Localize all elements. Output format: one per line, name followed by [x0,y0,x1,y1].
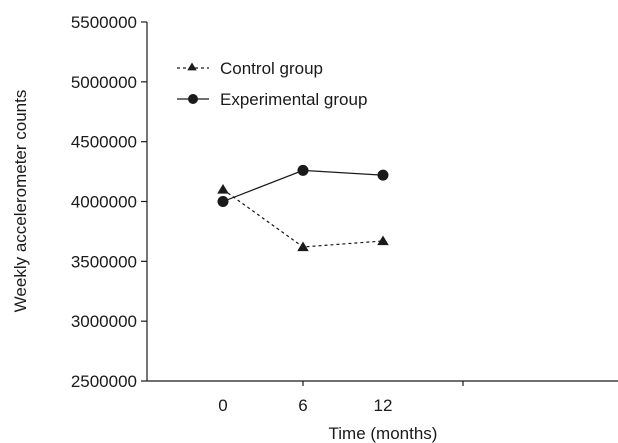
y-tick-label: 5500000 [71,13,137,32]
series-experimental [217,164,389,207]
y-ticks: 2500000 3000000 3500000 4000000 4500000 50000… [71,13,147,391]
legend-item-control: Control group [177,59,323,78]
data-point [297,241,309,252]
series-line [222,189,384,248]
y-tick-label: 2500000 [71,372,137,391]
series-control [217,184,389,252]
legend-experimental-marker [188,94,198,104]
x-tick-label: 12 [374,396,393,415]
legend: Control group Experimental group [177,59,367,109]
y-tick-label: 4500000 [71,133,137,152]
data-point [297,164,309,176]
x-tick-label: 0 [218,396,227,415]
legend-experimental-label: Experimental group [220,90,367,109]
y-tick-label: 5000000 [71,73,137,92]
legend-control-marker [187,62,197,71]
data-point [377,235,389,246]
data-point [217,196,229,207]
y-axis-title: Weekly accelerometer counts [11,90,30,313]
y-tick-label: 4000000 [71,193,137,212]
x-tick-label: 6 [298,396,307,415]
x-ticks: 0 6 12 [218,381,464,415]
legend-item-experimental: Experimental group [177,90,367,109]
y-tick-label: 3000000 [71,312,137,331]
y-tick-label: 3500000 [71,252,137,271]
series-group [217,164,389,252]
legend-control-label: Control group [220,59,323,78]
data-point [217,184,229,194]
x-axis-title: Time (months) [329,424,438,443]
data-point [377,169,389,181]
